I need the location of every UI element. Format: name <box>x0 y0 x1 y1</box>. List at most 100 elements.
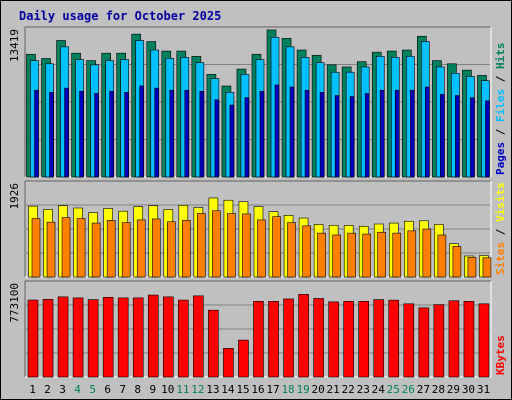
bar-kbytes-9 <box>147 294 159 378</box>
bar-pages-25 <box>394 89 400 178</box>
bar-kbytes-3 <box>57 296 69 378</box>
bar-kbytes-29 <box>448 300 460 378</box>
legend-visits: Visits <box>494 182 507 222</box>
x-tick-label-19: 19 <box>296 383 309 396</box>
bar-sites-20 <box>317 232 326 278</box>
bar-pages-5 <box>94 93 99 178</box>
x-tick-label-15: 15 <box>236 383 249 396</box>
x-tick-label-25: 25 <box>387 383 400 396</box>
x-tick-label-4: 4 <box>74 383 81 396</box>
panel-visits-ymax-label: 1926 <box>8 183 21 210</box>
legend-hits: Hits <box>494 43 507 70</box>
bar-sites-14 <box>227 213 236 278</box>
bar-kbytes-22 <box>343 301 354 378</box>
bar-kbytes-6 <box>102 297 114 378</box>
bar-kbytes-30 <box>463 301 475 378</box>
legend-sites: Sites <box>494 242 507 275</box>
bar-pages-15 <box>244 97 250 178</box>
bar-pages-24 <box>379 89 385 178</box>
x-tick-label-3: 3 <box>59 383 66 396</box>
bar-sites-7 <box>121 222 131 278</box>
bar-kbytes-23 <box>358 301 370 378</box>
x-tick-label-17: 17 <box>266 383 279 396</box>
bar-kbytes-25 <box>388 299 400 378</box>
x-tick-label-29: 29 <box>447 383 460 396</box>
bar-pages-27 <box>425 86 430 178</box>
bar-pages-26 <box>410 89 415 178</box>
bar-sites-13 <box>212 210 221 278</box>
x-tick-label-21: 21 <box>327 383 340 396</box>
bar-kbytes-14 <box>223 348 234 378</box>
bar-kbytes-17 <box>268 301 279 378</box>
bar-sites-3 <box>61 217 71 278</box>
bar-pages-21 <box>334 95 340 178</box>
bar-kbytes-12 <box>193 295 204 378</box>
bar-sites-5 <box>91 222 101 278</box>
x-tick-label-11: 11 <box>176 383 189 396</box>
panel-kbytes-ymax-label: 773100 <box>8 283 21 323</box>
x-tick-label-12: 12 <box>191 383 204 396</box>
bar-kbytes-5 <box>87 299 99 378</box>
bar-sites-12 <box>197 213 206 278</box>
bar-pages-30 <box>470 97 475 178</box>
bar-sites-9 <box>151 218 161 278</box>
bar-kbytes-19 <box>298 294 309 378</box>
bar-sites-19 <box>302 225 311 278</box>
panel-visits-axis-legend: Sites / Visits <box>494 182 507 275</box>
x-tick-label-23: 23 <box>357 383 370 396</box>
bar-pages-8 <box>139 85 145 178</box>
x-tick-label-24: 24 <box>372 383 386 396</box>
panel-kbytes-axis-legend: KBytes <box>494 335 507 375</box>
bar-pages-16 <box>259 90 265 178</box>
x-tick-label-1: 1 <box>29 383 36 396</box>
x-tick-label-16: 16 <box>251 383 264 396</box>
bar-sites-2 <box>46 221 56 278</box>
legend-pages: Pages <box>494 142 507 175</box>
bar-sites-4 <box>76 218 86 278</box>
bar-sites-29 <box>452 246 462 278</box>
bar-pages-13 <box>214 99 220 178</box>
bar-kbytes-13 <box>208 309 219 378</box>
bar-sites-18 <box>287 222 296 278</box>
bar-kbytes-7 <box>117 297 129 378</box>
x-tick-label-8: 8 <box>134 383 141 396</box>
bar-sites-10 <box>166 221 176 278</box>
bar-pages-29 <box>455 95 460 178</box>
bar-kbytes-31 <box>478 303 490 378</box>
bar-sites-1 <box>31 218 41 278</box>
bar-pages-17 <box>274 84 280 178</box>
bar-pages-11 <box>184 89 190 178</box>
bar-kbytes-4 <box>72 297 84 378</box>
bar-kbytes-28 <box>433 304 445 378</box>
legend-separator: / <box>494 69 507 89</box>
bar-pages-6 <box>109 90 114 178</box>
bar-kbytes-11 <box>178 299 189 378</box>
bar-pages-4 <box>79 90 84 178</box>
bar-kbytes-27 <box>418 307 430 378</box>
x-tick-label-20: 20 <box>312 383 325 396</box>
panel-hits-ymax-label: 13419 <box>8 29 21 62</box>
bar-pages-9 <box>154 87 160 178</box>
x-tick-label-26: 26 <box>402 383 415 396</box>
bar-sites-26 <box>407 230 417 278</box>
bar-pages-10 <box>169 89 175 178</box>
legend-separator: / <box>494 122 507 142</box>
bar-sites-30 <box>467 257 477 278</box>
x-tick-label-5: 5 <box>89 383 96 396</box>
bar-sites-28 <box>437 234 447 278</box>
bar-pages-23 <box>364 93 370 178</box>
legend-kbytes: KBytes <box>494 335 507 375</box>
bar-sites-17 <box>272 216 281 278</box>
bar-sites-8 <box>136 219 146 278</box>
bar-pages-28 <box>440 94 445 178</box>
x-tick-label-18: 18 <box>281 383 294 396</box>
bar-pages-22 <box>349 96 355 178</box>
bar-kbytes-21 <box>328 301 339 378</box>
x-tick-label-2: 2 <box>44 383 51 396</box>
bar-pages-19 <box>304 89 310 178</box>
bar-pages-31 <box>485 100 490 178</box>
chart-title: Daily usage for October 2025 <box>19 9 221 23</box>
bar-kbytes-8 <box>132 297 144 378</box>
